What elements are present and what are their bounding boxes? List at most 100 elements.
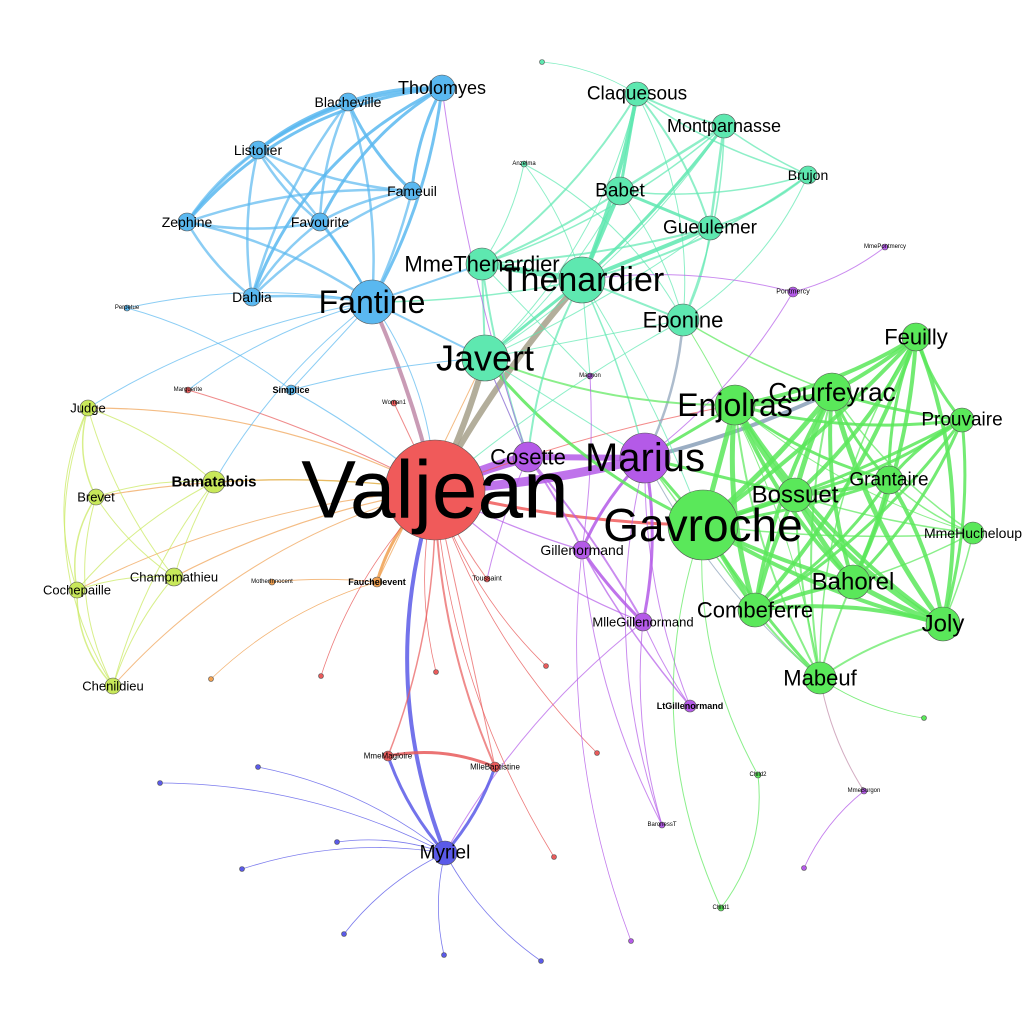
node-prouvaire[interactable] xyxy=(949,407,975,433)
minor-edge xyxy=(257,766,446,854)
node-cosette[interactable] xyxy=(512,441,544,473)
edge-fantine-zephine xyxy=(185,220,374,304)
node-blacheville[interactable] xyxy=(338,92,358,112)
node-simplice[interactable] xyxy=(285,384,297,396)
node-brevet[interactable] xyxy=(87,488,105,506)
node-motherinnocent[interactable] xyxy=(268,578,276,586)
edge-feuilly-grantaire xyxy=(887,335,918,482)
node-perpetue[interactable] xyxy=(123,304,131,312)
node-mllebaptistine[interactable] xyxy=(489,761,501,773)
node-marius[interactable] xyxy=(619,432,671,484)
minor-edge xyxy=(210,581,378,680)
node-gavroche[interactable] xyxy=(667,489,739,561)
node-champmathieu[interactable] xyxy=(164,567,184,587)
edge-eponine-claquesous xyxy=(636,93,686,321)
minor-node xyxy=(208,676,214,682)
edge-joly-prouvaire xyxy=(941,418,967,626)
node-listolier[interactable] xyxy=(248,140,268,160)
edge-tholomyes-zephine xyxy=(185,86,444,224)
node-cochepaille[interactable] xyxy=(68,581,86,599)
node-bossuet[interactable] xyxy=(777,477,813,513)
node-brujon[interactable] xyxy=(798,165,818,185)
node-child1[interactable] xyxy=(717,904,725,912)
edge-blacheville-fameuil xyxy=(346,100,414,193)
edge-gueulemer-claquesous xyxy=(636,93,711,229)
edge-valjean-myriel xyxy=(405,488,447,855)
node-valjean[interactable] xyxy=(384,439,486,541)
edge-eponine-brujon xyxy=(682,174,809,321)
node-montparnasse[interactable] xyxy=(711,113,737,139)
node-zephine[interactable] xyxy=(177,212,197,232)
label-chenildieu: Chenildieu xyxy=(82,679,143,694)
node-gillenormand[interactable] xyxy=(572,540,592,560)
node-tholomyes[interactable] xyxy=(428,74,456,102)
edge-cochepaille-chenildieu xyxy=(76,589,114,687)
label-magnon: Magnon xyxy=(579,373,601,379)
edge-mllegillenormand-myriel xyxy=(444,621,644,854)
node-child2[interactable] xyxy=(754,771,762,779)
node-mllegillenormand[interactable] xyxy=(633,612,653,632)
node-fauchelevent[interactable] xyxy=(371,576,383,588)
label-motherinnocent: MotherInnocent xyxy=(251,579,293,585)
node-joly[interactable] xyxy=(925,606,961,642)
node-mabeuf[interactable] xyxy=(803,661,837,695)
node-mmethenardier[interactable] xyxy=(465,247,499,281)
edge-judge-cochepaille xyxy=(63,407,89,591)
node-grantaire[interactable] xyxy=(874,465,904,495)
node-favourite[interactable] xyxy=(310,212,330,232)
node-babet[interactable] xyxy=(605,176,635,206)
node-judge[interactable] xyxy=(79,399,97,417)
minor-edge xyxy=(343,852,446,935)
node-javert[interactable] xyxy=(461,334,509,382)
node-baronesst[interactable] xyxy=(658,821,666,829)
edge-eponine-anzelma xyxy=(523,163,684,321)
node-gueulemer[interactable] xyxy=(697,215,723,241)
label-javert: Javert xyxy=(436,338,534,379)
node-chenildieu[interactable] xyxy=(104,677,122,695)
edge-bossuet-mabeuf xyxy=(794,494,821,679)
edge-mabeuf-mmeburgon xyxy=(819,677,865,792)
minor-edge xyxy=(241,847,446,870)
label-brujon: Brujon xyxy=(788,167,828,183)
node-claquesous[interactable] xyxy=(624,81,650,107)
node-bamatabois[interactable] xyxy=(202,470,226,494)
label-zephine: Zephine xyxy=(162,214,213,230)
node-bahorel[interactable] xyxy=(835,564,871,600)
edge-combeferre-grantaire xyxy=(753,478,891,612)
edge-fameuil-dahlia xyxy=(250,189,414,299)
node-mmehucheloup[interactable] xyxy=(961,521,985,545)
edge-myriel-mmemagloire xyxy=(386,754,447,855)
node-mmeburgon[interactable] xyxy=(860,787,868,795)
node-feuilly[interactable] xyxy=(901,322,931,352)
node-courfeyrac[interactable] xyxy=(812,372,852,412)
node-fantine[interactable] xyxy=(349,279,395,325)
node-mmemagloire[interactable] xyxy=(382,750,394,762)
node-mmepontmercy[interactable] xyxy=(881,243,889,251)
minor-node xyxy=(239,866,245,872)
edge-zephine-dahlia xyxy=(185,220,254,299)
edge-bossuet-joly xyxy=(792,492,946,627)
edge-brevet-champmathieu xyxy=(95,496,175,578)
edge-joly-combeferre xyxy=(753,604,945,626)
node-fameuil[interactable] xyxy=(402,181,422,201)
label-courfeyrac: Courfeyrac xyxy=(768,377,895,407)
node-woman1[interactable] xyxy=(390,399,398,407)
label-mabeuf: Mabeuf xyxy=(783,666,857,691)
label-valjean: Valjean xyxy=(301,445,568,536)
node-eponine[interactable] xyxy=(666,303,700,337)
edge-judge-champmathieu xyxy=(87,407,175,578)
node-myriel[interactable] xyxy=(432,840,458,866)
node-anzelma[interactable] xyxy=(520,160,528,168)
node-ltgillenormand[interactable] xyxy=(683,699,697,713)
node-enjolras[interactable] xyxy=(714,384,756,426)
node-combeferre[interactable] xyxy=(737,592,773,628)
node-thenardier[interactable] xyxy=(558,256,606,304)
edge-listolier-zephine xyxy=(185,148,260,224)
node-magnon[interactable] xyxy=(586,372,594,380)
node-pontmercy[interactable] xyxy=(787,286,799,298)
node-toussaint[interactable] xyxy=(483,575,491,583)
label-layer: Valjean Gavroche Marius Javert Thenardier Fan… xyxy=(43,78,1022,911)
node-marguerite[interactable] xyxy=(184,386,192,394)
node-dahlia[interactable] xyxy=(242,287,262,307)
label-child1: Child1 xyxy=(712,905,730,911)
